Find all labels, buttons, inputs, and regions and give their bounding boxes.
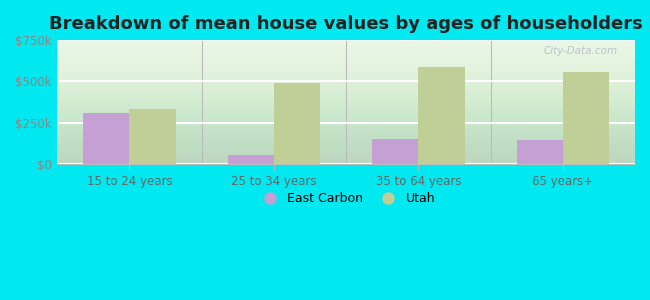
- Bar: [419, 67, 465, 164]
- Bar: [129, 109, 176, 164]
- Bar: [227, 155, 274, 164]
- Bar: [274, 83, 320, 164]
- Text: City-Data.com: City-Data.com: [543, 46, 618, 56]
- Bar: [83, 113, 129, 164]
- Bar: [517, 140, 563, 164]
- Legend: East Carbon, Utah: East Carbon, Utah: [252, 187, 440, 210]
- Bar: [563, 72, 609, 164]
- Bar: [372, 139, 419, 164]
- Title: Breakdown of mean house values by ages of householders: Breakdown of mean house values by ages o…: [49, 15, 643, 33]
